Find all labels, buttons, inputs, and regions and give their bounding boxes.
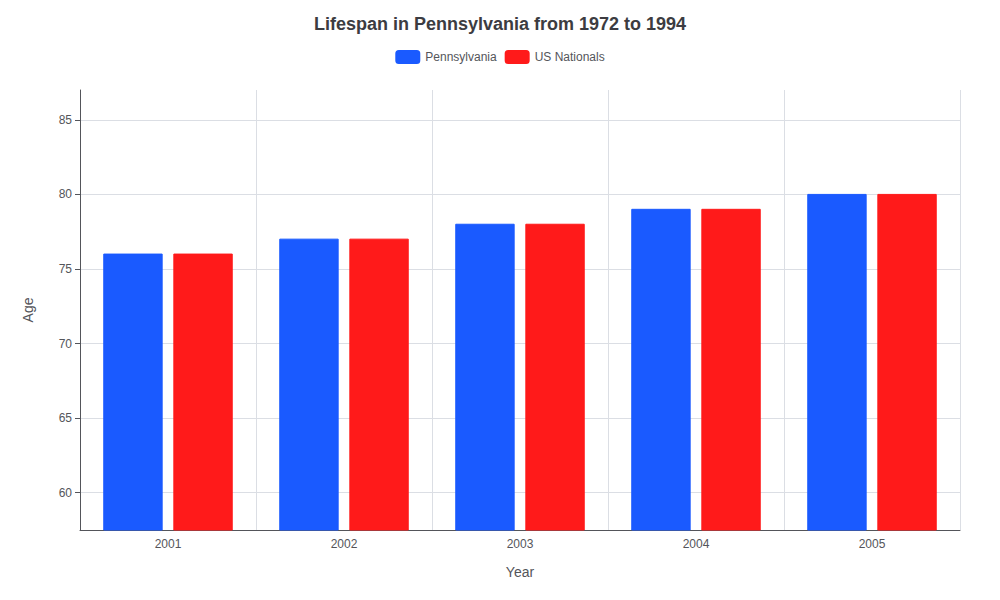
svg-text:Pennsylvania: Pennsylvania — [425, 50, 497, 64]
svg-text:2003: 2003 — [507, 537, 534, 551]
svg-text:2005: 2005 — [859, 537, 886, 551]
svg-text:Year: Year — [506, 564, 535, 580]
svg-text:US Nationals: US Nationals — [535, 50, 605, 64]
svg-text:80: 80 — [59, 187, 73, 201]
svg-text:2001: 2001 — [155, 537, 182, 551]
svg-text:65: 65 — [59, 411, 73, 425]
svg-text:Lifespan in Pennsylvania from: Lifespan in Pennsylvania from 1972 to 19… — [314, 14, 686, 34]
svg-text:2004: 2004 — [683, 537, 710, 551]
svg-text:85: 85 — [59, 113, 73, 127]
svg-text:Age: Age — [20, 297, 36, 322]
svg-text:70: 70 — [59, 337, 73, 351]
svg-text:60: 60 — [59, 486, 73, 500]
svg-text:75: 75 — [59, 262, 73, 276]
svg-text:2002: 2002 — [331, 537, 358, 551]
